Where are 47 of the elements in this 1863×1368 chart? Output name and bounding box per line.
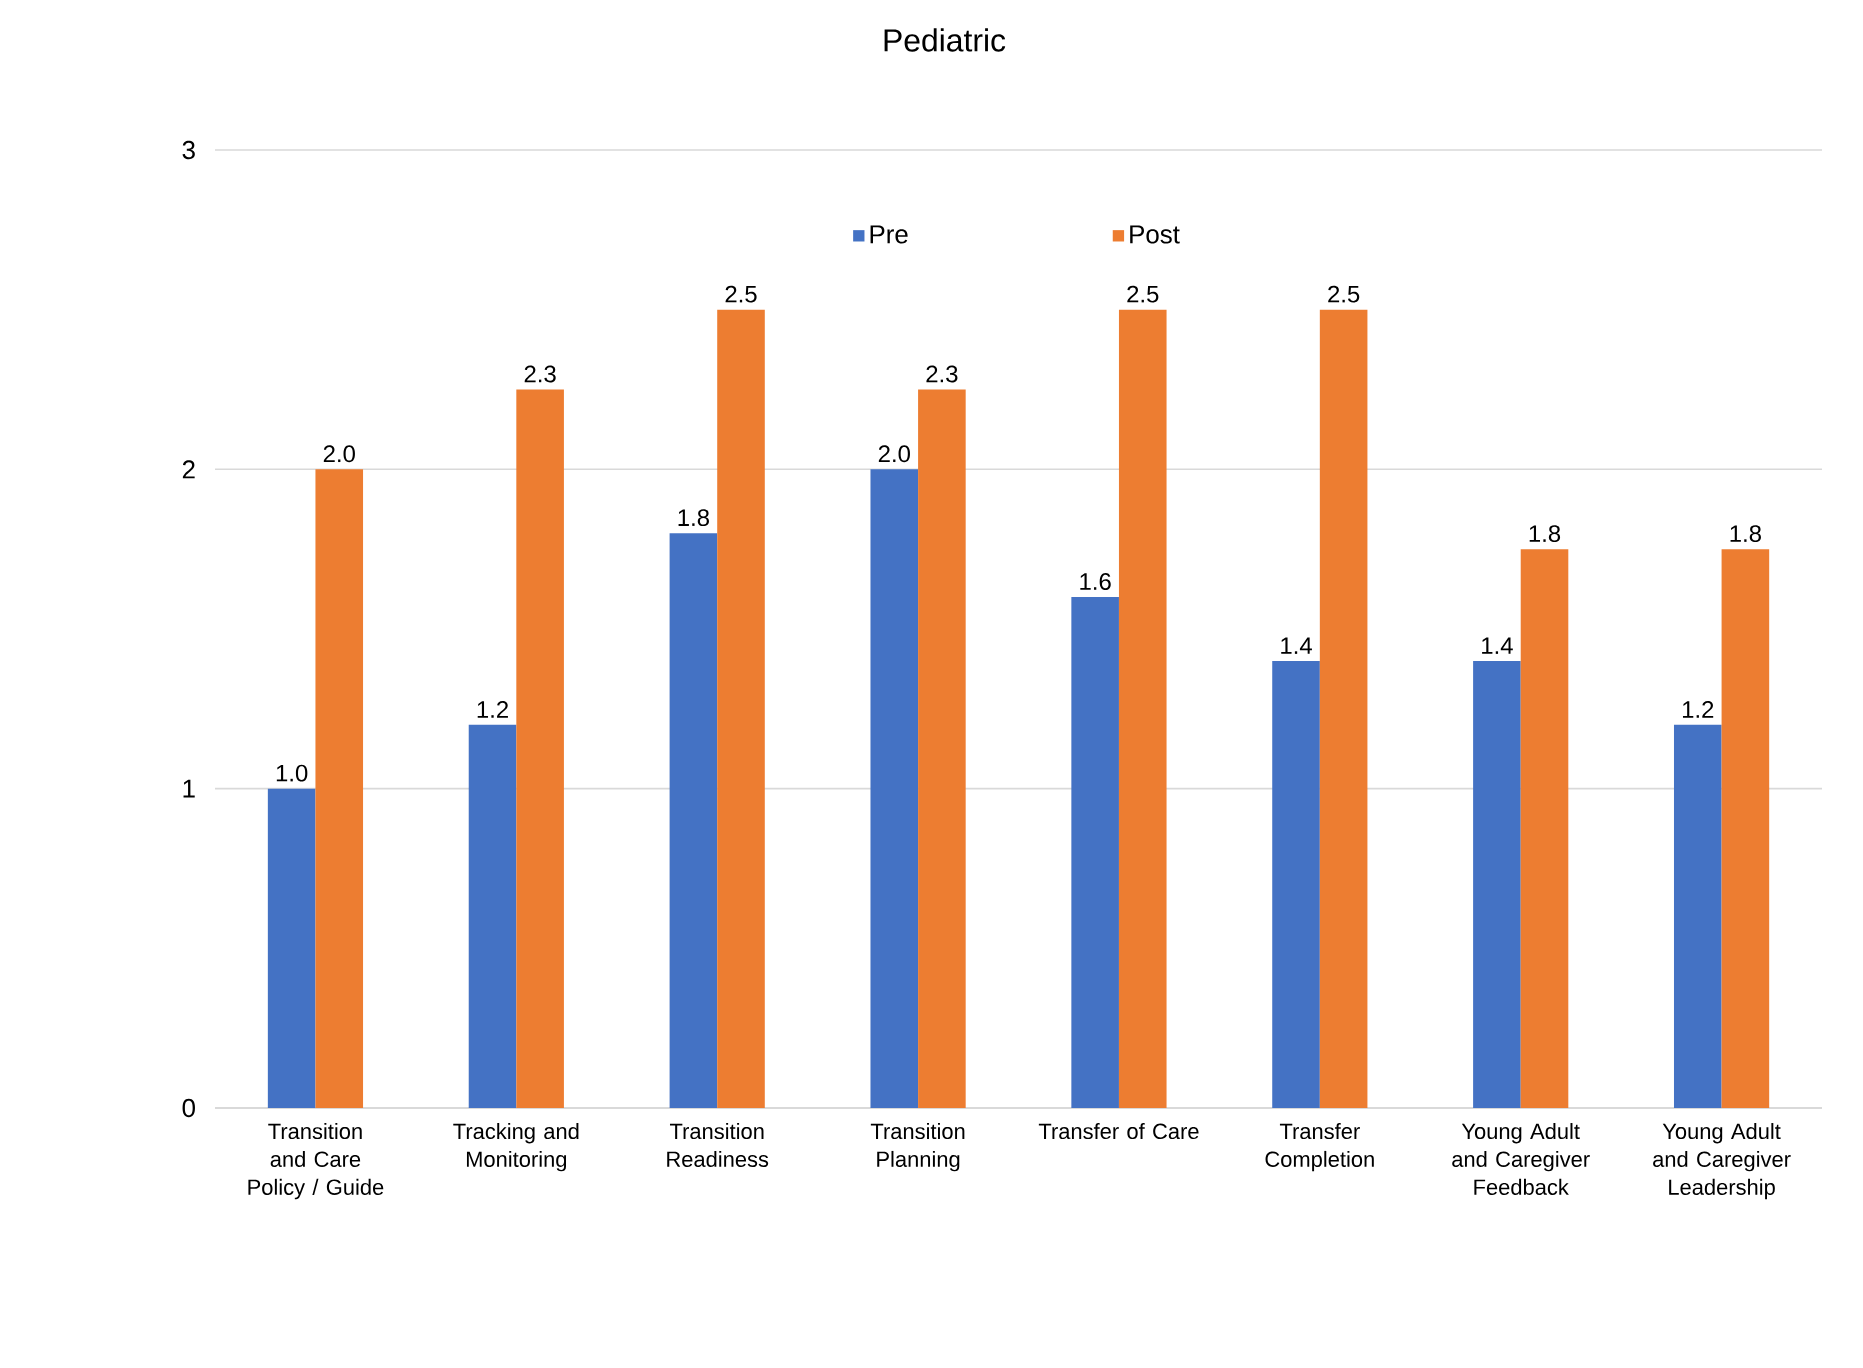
y-tick-label: 2 — [182, 460, 195, 479]
data-label: 1.8 — [1529, 525, 1561, 543]
bar — [315, 469, 364, 1108]
bar — [1520, 549, 1569, 1108]
x-tick-label: Young Adult and Caregiver Leadership — [1653, 1123, 1791, 1200]
data-label: 1.2 — [1682, 701, 1714, 718]
bar — [1319, 309, 1368, 1108]
data-label: 1.6 — [1080, 573, 1111, 590]
data-label: 2.0 — [323, 445, 355, 463]
bar — [1272, 660, 1320, 1108]
y-tick-label: 1 — [183, 779, 195, 798]
bar — [918, 389, 966, 1108]
data-label: 2.3 — [926, 365, 958, 383]
bar — [468, 724, 517, 1108]
data-label: 1.2 — [477, 701, 508, 718]
data-label: 1.0 — [276, 764, 308, 782]
bar — [717, 309, 765, 1108]
data-label: 2.5 — [725, 285, 757, 303]
x-tick-label: Young Adult and Caregiver Feedback — [1452, 1123, 1590, 1195]
data-label: 2.0 — [878, 445, 910, 463]
data-label: 1.4 — [1482, 637, 1513, 654]
x-tick-label: Transition and Care Policy / Guide — [248, 1123, 384, 1200]
x-tick-label: Tracking and Monitoring — [453, 1123, 579, 1172]
bar — [1071, 597, 1119, 1108]
data-label: 1.8 — [678, 509, 709, 527]
bar — [870, 469, 919, 1108]
bar — [516, 389, 564, 1108]
x-tick-label: Transfer Completion — [1265, 1123, 1374, 1172]
bar — [267, 788, 316, 1108]
data-label: 2.3 — [524, 365, 556, 383]
data-label: 1.8 — [1730, 525, 1761, 543]
legend-label: Post — [1130, 225, 1180, 244]
data-label: 2.5 — [1328, 285, 1360, 303]
data-label: 2.5 — [1127, 285, 1159, 303]
bar — [1473, 660, 1521, 1108]
bar — [669, 533, 718, 1108]
legend-label: Pre — [870, 225, 908, 244]
data-label: 1.4 — [1281, 637, 1312, 654]
bar — [1673, 724, 1722, 1108]
bar — [1721, 549, 1770, 1108]
x-tick-label: Transition Readiness — [667, 1123, 769, 1168]
y-tick-label: 3 — [182, 140, 195, 160]
x-tick-label: Transfer of Care — [1038, 1123, 1199, 1140]
bar — [1118, 309, 1167, 1108]
x-tick-label: Transition Planning — [870, 1123, 965, 1172]
y-tick-label: 0 — [182, 1098, 195, 1118]
chart-title: Pediatric — [884, 28, 1006, 52]
